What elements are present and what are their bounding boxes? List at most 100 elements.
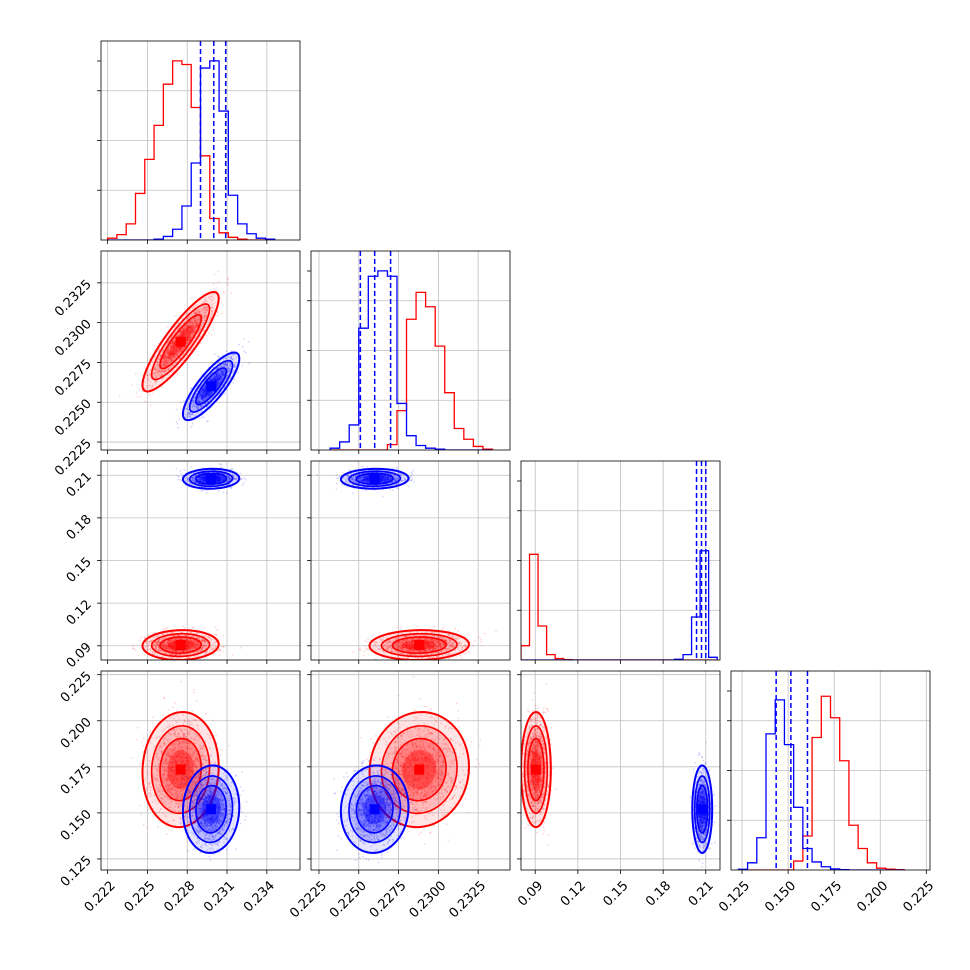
scatter-point <box>188 326 191 329</box>
grid-lines <box>101 251 300 450</box>
scatter-point <box>155 381 158 383</box>
scatter-point <box>165 326 168 328</box>
scatter-point <box>186 336 189 338</box>
scatter-point <box>180 335 182 337</box>
scatter-point <box>177 328 179 330</box>
scatter-point <box>200 313 203 315</box>
scatter-point <box>164 355 167 358</box>
scatter-point <box>188 326 191 329</box>
scatter-point <box>163 363 165 366</box>
scatter-point <box>154 376 156 379</box>
scatter-point <box>192 312 195 314</box>
scatter-point <box>176 366 179 368</box>
scatter-point <box>184 413 187 416</box>
scatter-point <box>158 374 161 377</box>
scatter-point <box>188 331 191 333</box>
scatter-point <box>231 654 234 656</box>
scatter-point <box>165 370 167 373</box>
scatter-point <box>167 374 169 376</box>
scatter-point <box>148 380 150 382</box>
scatter-point <box>172 346 175 349</box>
scatter-point <box>179 350 182 352</box>
scatter-point <box>165 360 168 363</box>
scatter-point <box>171 340 174 343</box>
scatter-point <box>154 369 157 371</box>
scatter-point <box>190 326 193 329</box>
scatter-point <box>155 375 158 378</box>
scatter-point <box>182 329 185 331</box>
scatter-point <box>189 338 192 341</box>
scatter-point <box>180 330 182 332</box>
scatter-point <box>187 341 190 344</box>
scatter-point <box>194 325 197 328</box>
scatter-point <box>173 355 175 358</box>
scatter-point <box>187 338 190 341</box>
scatter-point <box>175 346 178 349</box>
scatter-point <box>169 345 172 347</box>
scatter-point <box>175 349 177 352</box>
scatter-point <box>244 351 247 354</box>
scatter-point <box>203 311 206 314</box>
scatter-point <box>158 370 160 373</box>
scatter-point <box>198 337 201 340</box>
scatter-point <box>198 331 200 334</box>
scatter-point <box>170 353 173 356</box>
scatter-point <box>195 319 198 321</box>
scatter-point <box>199 327 201 330</box>
scatter-point <box>212 633 215 636</box>
scatter-point <box>191 334 194 337</box>
scatter-point <box>158 370 160 372</box>
scatter-point <box>195 323 198 326</box>
scatter-point <box>242 345 244 348</box>
scatter-point <box>170 342 173 345</box>
scatter-point <box>206 306 208 309</box>
scatter-point <box>179 349 182 352</box>
scatter-point <box>156 365 159 368</box>
scatter-point <box>223 372 226 375</box>
scatter-point <box>185 334 188 337</box>
scatter-point <box>164 357 166 360</box>
scatter-point <box>183 334 186 336</box>
scatter-point <box>171 341 174 344</box>
scatter-point <box>172 347 175 349</box>
scatter-point <box>212 288 215 291</box>
scatter-point <box>174 344 176 347</box>
scatter-point <box>221 369 224 372</box>
scatter-point <box>209 316 212 319</box>
scatter-point <box>209 318 212 321</box>
scatter-point <box>196 661 198 663</box>
scatter-point <box>155 367 157 370</box>
scatter-point <box>181 329 184 331</box>
scatter-point <box>155 375 158 378</box>
scatter-point <box>147 378 150 381</box>
y-tick-label: 0.2275 <box>52 357 95 400</box>
scatter-point <box>189 335 192 338</box>
scatter-point <box>169 353 171 356</box>
scatter-point <box>186 331 189 334</box>
scatter-point <box>187 326 190 328</box>
scatter-point <box>192 328 195 331</box>
scatter-point <box>149 381 152 383</box>
scatter-point <box>188 331 191 333</box>
scatter-point <box>174 348 176 350</box>
scatter-point <box>159 354 162 356</box>
scatter-point <box>149 372 152 375</box>
scatter-point <box>195 319 198 322</box>
scatter-point <box>186 323 189 326</box>
scatter-point <box>156 369 159 371</box>
scatter-point <box>186 326 189 329</box>
scatter-point <box>203 306 205 308</box>
scatter-point <box>136 396 139 398</box>
scatter-point <box>182 335 185 338</box>
scatter-point <box>188 333 191 336</box>
scatter-point <box>171 352 174 355</box>
scatter-point <box>204 308 206 310</box>
scatter-point <box>211 292 214 295</box>
scatter-point <box>157 369 159 372</box>
scatter-point <box>178 348 181 351</box>
scatter-point <box>159 372 162 374</box>
scatter-point <box>183 468 186 471</box>
scatter-point <box>209 301 212 304</box>
scatter-point <box>183 332 185 335</box>
scatter-point <box>158 359 161 361</box>
